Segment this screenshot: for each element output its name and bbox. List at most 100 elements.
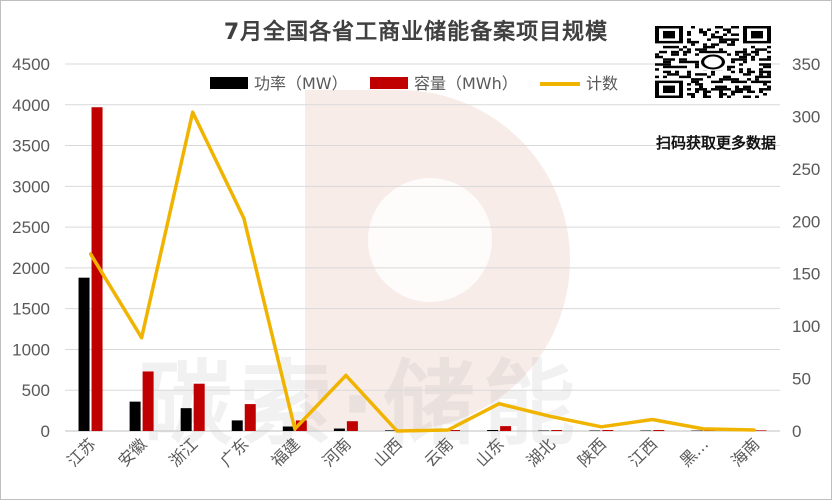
qr-module (735, 38, 739, 41)
qr-module (707, 75, 711, 79)
qr-module (719, 80, 723, 84)
qr-module (731, 38, 735, 41)
qr-module (691, 93, 695, 96)
qr-module (731, 65, 735, 69)
bar-power (180, 408, 192, 431)
qr-module (679, 60, 683, 64)
qr-module (663, 45, 667, 49)
qr-module (763, 88, 767, 91)
qr-module (687, 88, 691, 91)
qr-module (703, 88, 707, 91)
qr-module (719, 93, 723, 96)
qr-module (759, 90, 763, 94)
qr-module (759, 75, 763, 79)
qr-module (763, 75, 767, 79)
qr-module (707, 50, 711, 54)
y-left-tick-label: 3000 (12, 177, 50, 196)
qr-module (675, 70, 679, 74)
legend-swatch-capacity (370, 77, 408, 89)
y-right-tick-label: 100 (792, 317, 820, 336)
y-left-tick-label: 0 (41, 422, 50, 441)
qr-module (767, 88, 771, 91)
qr-module (675, 53, 679, 56)
qr-module (743, 48, 747, 51)
qr-module (727, 53, 731, 56)
y-left-tick-label: 3500 (12, 137, 50, 156)
bar-power (231, 420, 243, 431)
qr-module (723, 85, 727, 89)
qr-module (767, 85, 771, 89)
qr-module (703, 45, 707, 49)
qr-module (751, 30, 763, 39)
qr-module (715, 88, 719, 91)
qr-module (759, 58, 763, 61)
qr-module (691, 40, 695, 44)
x-category-label: 湖北 (523, 434, 559, 470)
qr-module (663, 65, 667, 69)
bar-capacity (346, 421, 358, 431)
qr-module (755, 78, 759, 81)
qr-module (663, 30, 675, 39)
qr-module (735, 33, 739, 36)
bar-capacity (142, 371, 154, 431)
qr-module (747, 88, 751, 91)
legend-label-capacity: 容量（MWh） (414, 74, 518, 93)
qr-module (695, 83, 699, 86)
line-point-count (701, 427, 705, 431)
qr-module (687, 70, 691, 74)
qr-module (699, 48, 703, 51)
qr-module (719, 48, 723, 51)
qr-module (731, 26, 735, 29)
qr-module (723, 38, 727, 41)
qr-module (763, 83, 767, 86)
line-count (89, 110, 755, 433)
qr-module (703, 93, 707, 96)
y-right-tick-label: 50 (792, 370, 811, 389)
qr-caption: 扫码获取更多数据 (655, 134, 776, 152)
qr-module (767, 63, 771, 66)
qr-module (715, 85, 719, 89)
qr-module (723, 78, 727, 81)
qr-module (767, 50, 771, 54)
qr-module (667, 65, 671, 69)
qr-module (715, 35, 719, 39)
y-left-tick-label: 4500 (12, 55, 50, 74)
qr-module (735, 85, 739, 89)
qr-module (707, 28, 711, 31)
qr-module (667, 73, 671, 76)
qr-module (667, 60, 671, 64)
x-category-label: 山东 (472, 434, 508, 470)
qr-module (699, 78, 703, 81)
qr-module (659, 55, 663, 59)
qr-module (727, 78, 731, 81)
qr-module (703, 73, 707, 76)
qr-module (759, 48, 763, 51)
bar-capacity (653, 430, 665, 431)
qr-module (755, 53, 759, 56)
qr-module (659, 50, 663, 54)
qr-module (703, 33, 707, 36)
qr-module (759, 68, 763, 71)
qr-module (743, 53, 747, 56)
qr-module (687, 60, 691, 64)
qr-module (715, 43, 719, 46)
x-category-label: 广东 (217, 434, 253, 470)
qr-module (739, 58, 743, 61)
qr-module (683, 75, 687, 79)
x-category-label: 山西 (370, 434, 406, 470)
qr-module (667, 70, 671, 74)
qr-module (755, 75, 759, 79)
chart-title: 7月全国各省工商业储能备案项目规模 (223, 20, 609, 45)
qr-module (723, 75, 727, 79)
qr-module (695, 88, 699, 91)
bar-capacity (193, 383, 205, 431)
qr-code[interactable] (655, 26, 771, 98)
qr-module (731, 40, 735, 44)
qr-module (695, 78, 699, 81)
line-point-count (242, 216, 246, 220)
bar-power (487, 430, 499, 431)
qr-module (715, 50, 719, 54)
qr-module (743, 85, 747, 89)
qr-module (731, 93, 735, 96)
